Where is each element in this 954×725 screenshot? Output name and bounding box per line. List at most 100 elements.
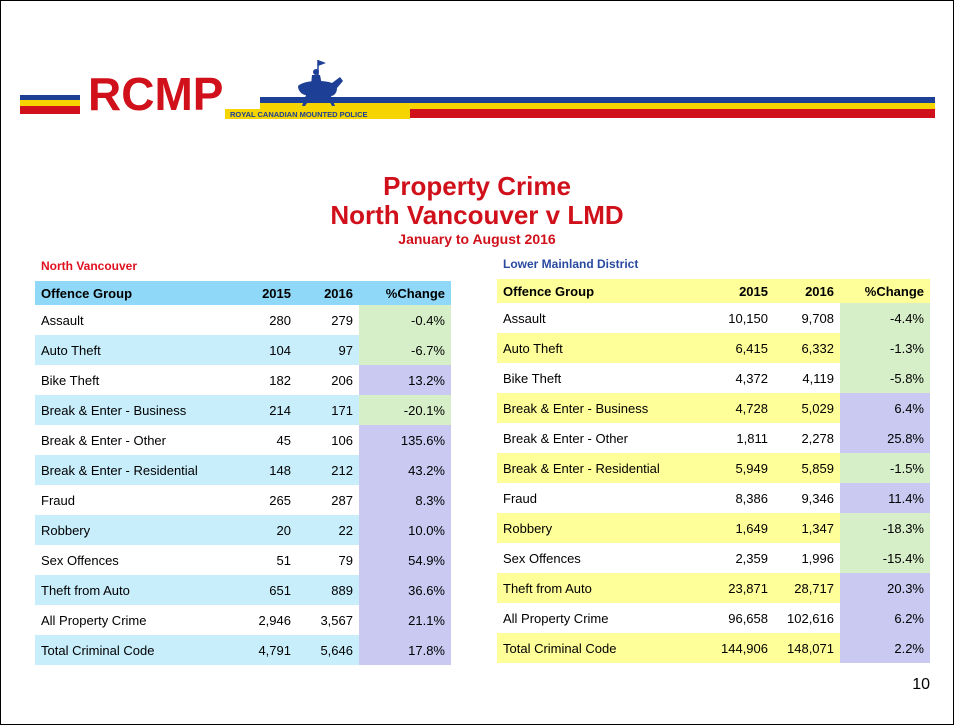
- column-header: Offence Group: [503, 283, 595, 299]
- change-cell: 43.2%: [359, 455, 451, 485]
- stripe: [260, 103, 935, 109]
- table-row: Sex Offences 2,359 1,996 -15.4%: [497, 543, 930, 573]
- offence-cell: Break & Enter - Business: [503, 400, 649, 416]
- column-header: 2016: [324, 285, 353, 301]
- change-cell: -0.4%: [359, 305, 451, 335]
- stripe: [20, 95, 80, 100]
- title-line2: North Vancouver v LMD: [330, 200, 624, 230]
- change-cell: -5.8%: [840, 363, 930, 393]
- offence-cell: Total Criminal Code: [503, 640, 617, 656]
- count-cell: 6,332: [801, 340, 834, 356]
- count-cell: 96,658: [728, 610, 768, 626]
- offence-cell: Total Criminal Code: [41, 642, 155, 658]
- table-row: Fraud 8,386 9,346 11.4%: [497, 483, 930, 513]
- count-cell: 28,717: [794, 580, 834, 596]
- count-cell: 22: [338, 522, 353, 538]
- table-row: Bike Theft 4,372 4,119 -5.8%: [497, 363, 930, 393]
- column-header: 2015: [739, 283, 768, 299]
- count-cell: 4,372: [735, 370, 768, 386]
- change-cell: -1.5%: [840, 453, 930, 483]
- change-cell: 25.8%: [840, 423, 930, 453]
- page-number: 10: [912, 676, 930, 693]
- table-row: Sex Offences 51 79 54.9%: [35, 545, 451, 575]
- count-cell: 45: [276, 432, 291, 448]
- column-header: %Change: [864, 283, 924, 299]
- table-row: Break & Enter - Other 1,811 2,278 25.8%: [497, 423, 930, 453]
- stripe: [20, 106, 80, 114]
- title-line1: Property Crime: [383, 171, 571, 201]
- count-cell: 4,791: [258, 642, 291, 658]
- table-caption: North Vancouver: [41, 259, 138, 273]
- change-cell: -1.3%: [840, 333, 930, 363]
- offence-cell: Break & Enter - Residential: [41, 462, 198, 478]
- count-cell: 148: [269, 462, 291, 478]
- count-cell: 889: [331, 582, 353, 598]
- offence-cell: Auto Theft: [503, 340, 563, 356]
- offence-cell: Sex Offences: [41, 552, 119, 568]
- count-cell: 214: [269, 402, 291, 418]
- count-cell: 106: [331, 432, 353, 448]
- count-cell: 79: [338, 552, 353, 568]
- change-cell: 6.2%: [840, 603, 930, 633]
- header-row: Offence Group 2015 2016 %Change: [497, 279, 930, 303]
- table-row: Assault 10,150 9,708 -4.4%: [497, 303, 930, 333]
- count-cell: 171: [331, 402, 353, 418]
- count-cell: 5,949: [735, 460, 768, 476]
- count-cell: 2,278: [801, 430, 834, 446]
- table-row: Assault 280 279 -0.4%: [35, 305, 451, 335]
- offence-cell: Theft from Auto: [41, 582, 130, 598]
- table-row: Break & Enter - Business 4,728 5,029 6.4%: [497, 393, 930, 423]
- table-row: Fraud 265 287 8.3%: [35, 485, 451, 515]
- header-row: Offence Group 2015 2016 %Change: [35, 281, 451, 305]
- count-cell: 10,150: [728, 310, 768, 326]
- count-cell: 8,386: [735, 490, 768, 506]
- offence-cell: Break & Enter - Business: [41, 402, 187, 418]
- offence-cell: Break & Enter - Other: [503, 430, 628, 446]
- offence-cell: Sex Offences: [503, 550, 581, 566]
- offence-cell: Break & Enter - Other: [41, 432, 166, 448]
- offence-cell: All Property Crime: [41, 612, 147, 628]
- offence-cell: Fraud: [503, 490, 537, 506]
- count-cell: 1,649: [735, 520, 768, 536]
- change-cell: 20.3%: [840, 573, 930, 603]
- column-header: 2016: [805, 283, 834, 299]
- count-cell: 23,871: [728, 580, 768, 596]
- count-cell: 2,946: [258, 612, 291, 628]
- count-cell: 206: [331, 372, 353, 388]
- change-cell: 17.8%: [359, 635, 451, 665]
- count-cell: 5,859: [801, 460, 834, 476]
- data-table: Offence Group 2015 2016 %Change Assault 280 27…: [35, 281, 451, 665]
- count-cell: 6,415: [735, 340, 768, 356]
- change-cell: -15.4%: [840, 543, 930, 573]
- table-row: Break & Enter - Other 45 106 135.6%: [35, 425, 451, 455]
- count-cell: 102,616: [787, 610, 834, 626]
- column-header: %Change: [385, 285, 445, 301]
- change-cell: 135.6%: [359, 425, 451, 455]
- table-row: Total Criminal Code 144,906 148,071 2.2%: [497, 633, 930, 663]
- table-caption: Lower Mainland District: [503, 257, 639, 271]
- count-cell: 182: [269, 372, 291, 388]
- table-row: Auto Theft 6,415 6,332 -1.3%: [497, 333, 930, 363]
- count-cell: 104: [269, 342, 291, 358]
- offence-cell: Robbery: [503, 520, 553, 536]
- table-row: Break & Enter - Residential 148 212 43.2%: [35, 455, 451, 485]
- count-cell: 97: [338, 342, 353, 358]
- count-cell: 279: [331, 312, 353, 328]
- table-row: Robbery 1,649 1,347 -18.3%: [497, 513, 930, 543]
- column-header: 2015: [262, 285, 291, 301]
- change-cell: -6.7%: [359, 335, 451, 365]
- change-cell: 2.2%: [840, 633, 930, 663]
- change-cell: 11.4%: [840, 483, 930, 513]
- offence-cell: Robbery: [41, 522, 91, 538]
- table-row: Total Criminal Code 4,791 5,646 17.8%: [35, 635, 451, 665]
- stripe: [410, 109, 935, 118]
- logo-subtitle: ROYAL CANADIAN MOUNTED POLICE: [230, 110, 368, 119]
- stripe: [20, 100, 80, 106]
- logo-banner: RCMP ROYAL CANADIAN MOUNTED POLICE: [20, 60, 935, 120]
- count-cell: 1,811: [736, 430, 768, 446]
- offence-cell: Bike Theft: [41, 372, 100, 388]
- table-row: All Property Crime 2,946 3,567 21.1%: [35, 605, 451, 635]
- change-cell: 13.2%: [359, 365, 451, 395]
- count-cell: 5,646: [320, 642, 353, 658]
